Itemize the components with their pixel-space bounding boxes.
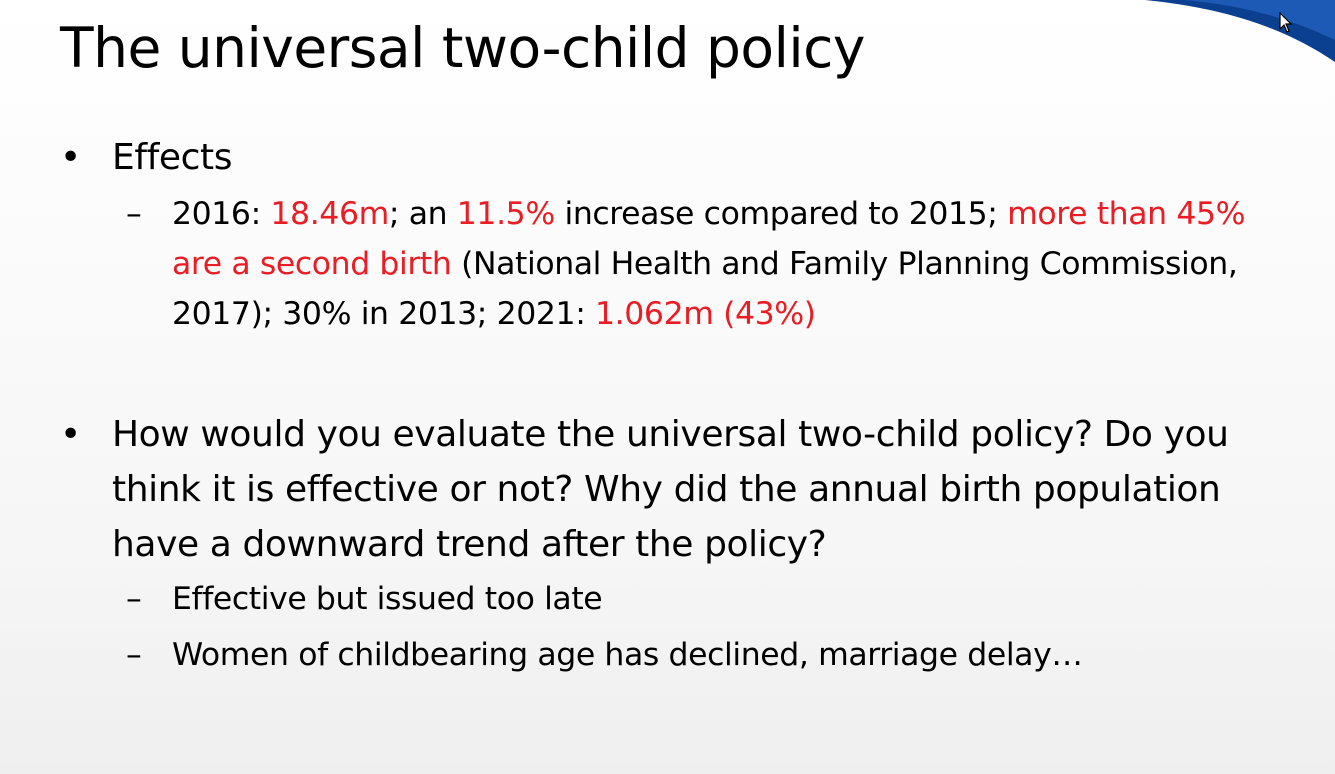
bullet-marker: • — [60, 414, 81, 455]
bullet-effects: • Effects – 2016: 18.46m; an 11.5% incre… — [60, 130, 1300, 339]
stat-increase-percent: 11.5% — [456, 196, 555, 232]
stat-births-2016: 18.46m — [270, 196, 389, 232]
bullet-text: How would you evaluate the universal two… — [112, 414, 1229, 565]
stat-source-text: (National Health and Family Planning Com… — [172, 246, 1238, 332]
bullet-item: • How would you evaluate the universal t… — [60, 407, 1300, 572]
dash-marker: – — [126, 637, 142, 673]
bullet-text: Effects — [112, 137, 233, 178]
answer-text: Women of childbearing age has declined, … — [172, 637, 1083, 673]
bullet-question: • How would you evaluate the universal t… — [60, 407, 1300, 680]
stat-connector: ; an — [388, 196, 457, 232]
answer-text: Effective but issued too late — [172, 581, 603, 617]
stat-year-label: 2016: — [172, 196, 271, 232]
bullet-marker: • — [60, 137, 81, 178]
slide-title: The universal two-child policy — [60, 16, 865, 80]
mouse-pointer-icon — [1279, 12, 1293, 33]
dash-marker: – — [126, 196, 142, 232]
sub-bullet-statistics: – 2016: 18.46m; an 11.5% increase compar… — [60, 189, 1300, 339]
sub-bullet-answer: – Women of childbearing age has declined… — [60, 630, 1300, 680]
bullet-item: • Effects — [60, 130, 1300, 185]
stat-births-2021: 1.062m (43%) — [595, 296, 816, 332]
sub-bullet-answer: – Effective but issued too late — [60, 574, 1300, 624]
dash-marker: – — [126, 581, 142, 617]
stat-increase-text: increase compared to 2015; — [554, 196, 1008, 232]
stat-second-birth-share: more than 45% are a second birth — [172, 196, 1246, 282]
corner-decoration — [1145, 0, 1335, 62]
